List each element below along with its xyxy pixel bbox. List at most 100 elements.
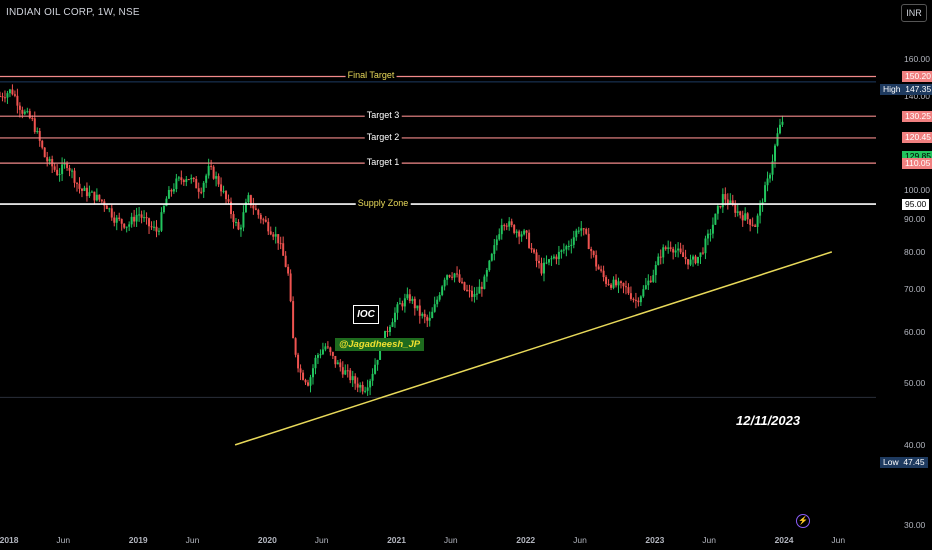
candle-body (674, 250, 677, 253)
candle-body (647, 280, 650, 286)
candle-body (80, 188, 83, 191)
candle-body (157, 230, 160, 232)
candle-body (38, 131, 41, 141)
candle-body (391, 322, 394, 327)
candle-body (386, 330, 389, 333)
candle-body (398, 303, 401, 305)
x-tick-label: 2023 (645, 535, 664, 545)
candle-body (473, 294, 476, 297)
candle-body (31, 117, 34, 119)
candle-body (431, 311, 434, 318)
candle-body (721, 194, 724, 208)
high-tag-value: 147.35 (905, 84, 932, 94)
candle-body (98, 194, 101, 200)
candle-body (550, 258, 553, 260)
candle-body (654, 265, 657, 276)
candle-body (148, 218, 151, 227)
level-price-tag: 120.45 (902, 132, 932, 144)
candle-body (560, 250, 563, 252)
candle-body (21, 109, 24, 114)
candle-body (739, 211, 742, 216)
candle-body (341, 367, 344, 375)
candle-body (279, 243, 282, 245)
candle-body (366, 387, 369, 391)
y-tick-label: 70.00 (904, 284, 926, 294)
candle-body (538, 260, 541, 264)
candle-body (684, 256, 687, 260)
candle-body (68, 168, 71, 171)
level-label: Target 2 (364, 131, 402, 143)
candle-body (18, 105, 21, 110)
candle-body (302, 372, 305, 380)
candle-body (374, 364, 377, 374)
candle-body (172, 189, 175, 192)
candle-body (615, 279, 618, 286)
candle-body (232, 214, 235, 223)
candle-body (13, 94, 16, 96)
candle-body (617, 281, 620, 286)
candle-body (706, 233, 709, 239)
candle-body (533, 249, 536, 253)
candle-body (307, 382, 310, 386)
last-price-tag: 129.85 (902, 151, 932, 162)
candle-body (53, 166, 56, 170)
candle-body (329, 347, 332, 353)
candle-body (428, 317, 431, 321)
candle-body (562, 249, 565, 251)
x-tick-label: Jun (315, 535, 329, 545)
candle-body (692, 256, 695, 260)
candle-body (421, 313, 424, 316)
candle-body (597, 266, 600, 270)
candle-body (634, 299, 637, 301)
candle-body (547, 259, 550, 263)
candle-body (202, 182, 205, 192)
candle-body (239, 227, 242, 230)
candle-body (759, 204, 762, 216)
candle-body (741, 215, 744, 221)
y-tick-label: 140.00 (904, 91, 930, 101)
candle-body (153, 226, 156, 228)
candle-body (277, 234, 280, 244)
candle-body (565, 246, 568, 250)
candle-body (359, 384, 362, 388)
candle-body (267, 221, 270, 232)
candle-body (764, 185, 767, 203)
candle-body (577, 230, 580, 232)
candle-body (110, 208, 113, 218)
candle-body (361, 384, 364, 392)
candle-body (694, 256, 697, 264)
candle-body (187, 179, 190, 181)
candle-body (632, 298, 635, 300)
y-tick-label: 30.00 (904, 520, 926, 530)
candle-body (530, 247, 533, 250)
candle-body (247, 195, 250, 203)
candle-body (508, 221, 511, 227)
candle-body (771, 161, 774, 175)
candle-body (108, 208, 111, 210)
candle-body (592, 251, 595, 256)
x-tick-label: 2022 (516, 535, 535, 545)
currency-button[interactable]: INR (901, 4, 927, 22)
candle-body (120, 219, 123, 224)
lightning-icon[interactable]: ⚡ (796, 514, 810, 528)
candle-body (612, 279, 615, 288)
candle-body (1, 96, 4, 98)
candle-body (269, 231, 272, 235)
candle-body (426, 316, 429, 321)
candle-body (143, 217, 146, 219)
candle-body (242, 212, 245, 228)
candle-body (701, 252, 704, 254)
candle-body (95, 194, 98, 201)
candle-body (590, 248, 593, 252)
level-price-tag: 110.05 (902, 157, 932, 169)
candle-body (687, 259, 690, 265)
candle-body (262, 219, 265, 221)
level-price-tag: 130.25 (902, 110, 932, 122)
candle-body (465, 289, 468, 291)
candle-body (709, 233, 712, 235)
level-price-tag: 95.00 (902, 198, 930, 210)
candle-body (726, 199, 729, 204)
x-tick-label: Jun (186, 535, 200, 545)
symbol-title[interactable]: INDIAN OIL CORP, 1W, NSE (6, 7, 140, 18)
